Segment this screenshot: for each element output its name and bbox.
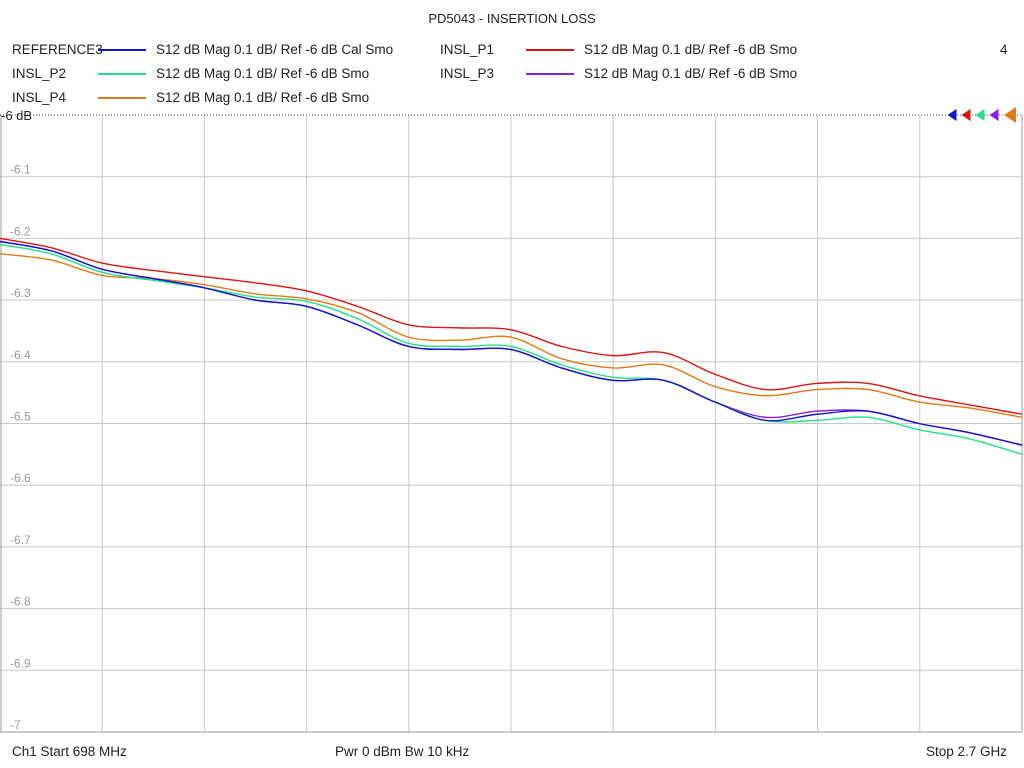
y-tick-label: -6.5 — [10, 410, 31, 424]
legend-name-insl-p1: INSL_P1 — [440, 42, 495, 57]
reference-label: -6 dB — [1, 108, 32, 123]
reference-marker-insl-p2 — [975, 109, 985, 121]
legend-desc-insl-p4: S12 dB Mag 0.1 dB/ Ref -6 dB Smo — [156, 90, 370, 105]
legend-desc-reference3: S12 dB Mag 0.1 dB/ Ref -6 dB Cal Smo — [156, 42, 394, 57]
legend-swatch-reference3 — [98, 49, 146, 51]
legend-name-insl-p2: INSL_P2 — [12, 66, 67, 81]
y-tick-label: -6.3 — [10, 286, 31, 300]
reference-marker-reference3 — [947, 109, 957, 121]
reference-marker-insl-p1 — [961, 109, 971, 121]
channel-count: 4 — [1000, 42, 1008, 57]
series-line-insl-p4 — [0, 253, 1023, 419]
reference-marker-insl-p4 — [1004, 107, 1016, 123]
legend-swatch-insl-p2 — [98, 73, 146, 75]
legend-desc-insl-p1: S12 dB Mag 0.1 dB/ Ref -6 dB Smo — [584, 42, 798, 57]
legend-name-insl-p4: INSL_P4 — [12, 90, 67, 105]
y-tick-label: -6.1 — [10, 163, 31, 177]
series-line-insl-p1 — [0, 237, 1023, 415]
legend-swatch-insl-p3 — [526, 73, 574, 75]
footer-stop: Stop 2.7 GHz — [926, 744, 1008, 759]
footer-power-bandwidth: Pwr 0 dBm Bw 10 kHz — [335, 744, 470, 759]
legend-name-insl-p3: INSL_P3 — [440, 66, 495, 81]
chart-title: PD5043 - INSERTION LOSS — [428, 11, 596, 26]
y-tick-label: -6.6 — [10, 471, 31, 485]
footer-start: Ch1 Start 698 MHz — [12, 744, 127, 759]
y-tick-label: -6.2 — [10, 224, 31, 238]
legend-swatch-insl-p1 — [526, 49, 574, 51]
series-line-reference3 — [0, 240, 1023, 446]
y-tick-label: -7 — [10, 718, 21, 732]
y-tick-label: -6.7 — [10, 533, 31, 547]
legend-name-reference3: REFERENCE3 — [12, 42, 103, 57]
y-tick-label: -6.4 — [10, 348, 31, 362]
legend-desc-insl-p2: S12 dB Mag 0.1 dB/ Ref -6 dB Smo — [156, 66, 370, 81]
legend-desc-insl-p3: S12 dB Mag 0.1 dB/ Ref -6 dB Smo — [584, 66, 798, 81]
y-tick-label: -6.8 — [10, 595, 31, 609]
legend-swatch-insl-p4 — [98, 97, 146, 99]
reference-marker-insl-p3 — [989, 109, 999, 121]
series-line-insl-p2 — [0, 243, 1023, 456]
y-tick-label: -6.9 — [10, 656, 31, 670]
